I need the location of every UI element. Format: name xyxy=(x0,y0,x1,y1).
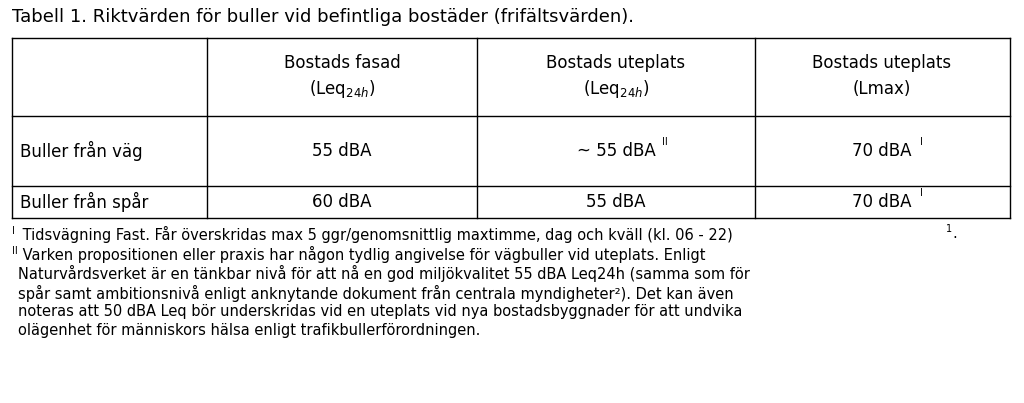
Text: 60 dBA: 60 dBA xyxy=(312,193,372,211)
Text: II: II xyxy=(662,137,668,147)
Text: (Lmax): (Lmax) xyxy=(853,80,911,98)
Text: (Leq$_{24h}$): (Leq$_{24h}$) xyxy=(309,78,375,100)
Text: 70 dBA: 70 dBA xyxy=(852,193,911,211)
Text: Naturvårdsverket är en tänkbar nivå för att nå en god miljökvalitet 55 dBA Leq24: Naturvårdsverket är en tänkbar nivå för … xyxy=(18,265,750,282)
Text: Bostads uteplats: Bostads uteplats xyxy=(547,54,685,72)
Text: Buller från väg: Buller från väg xyxy=(20,141,142,161)
Text: noteras att 50 dBA Leq bör underskridas vid en uteplats vid nya bostadsbyggnader: noteras att 50 dBA Leq bör underskridas … xyxy=(18,304,742,319)
Text: spår samt ambitionsnivå enligt anknytande dokument från centrala myndigheter²). : spår samt ambitionsnivå enligt anknytand… xyxy=(18,285,733,301)
Text: 55 dBA: 55 dBA xyxy=(587,193,646,211)
Text: I: I xyxy=(920,188,923,198)
Text: I: I xyxy=(920,137,923,147)
Text: 1: 1 xyxy=(946,224,952,234)
Text: II: II xyxy=(12,245,17,256)
Text: Bostads uteplats: Bostads uteplats xyxy=(812,54,951,72)
Text: 70 dBA: 70 dBA xyxy=(852,142,911,160)
Text: ~ 55 dBA: ~ 55 dBA xyxy=(577,142,655,160)
Text: Tabell 1. Riktvärden för buller vid befintliga bostäder (frifältsvärden).: Tabell 1. Riktvärden för buller vid befi… xyxy=(12,8,634,26)
Text: Varken propositionen eller praxis har någon tydlig angivelse för vägbuller vid u: Varken propositionen eller praxis har nå… xyxy=(18,245,706,262)
Text: Buller från spår: Buller från spår xyxy=(20,192,148,212)
Text: Tidsvägning Fast. Får överskridas max 5 ggr/genomsnittlig maxtimme, dag och kväl: Tidsvägning Fast. Får överskridas max 5 … xyxy=(18,226,733,243)
Text: 55 dBA: 55 dBA xyxy=(312,142,372,160)
Text: I: I xyxy=(12,226,15,236)
Text: Bostads fasad: Bostads fasad xyxy=(284,54,400,72)
Text: olägenhet för människors hälsa enligt trafikbullerförordningen.: olägenhet för människors hälsa enligt tr… xyxy=(18,324,480,339)
Text: .: . xyxy=(952,226,956,241)
Text: (Leq$_{24h}$): (Leq$_{24h}$) xyxy=(583,78,649,100)
